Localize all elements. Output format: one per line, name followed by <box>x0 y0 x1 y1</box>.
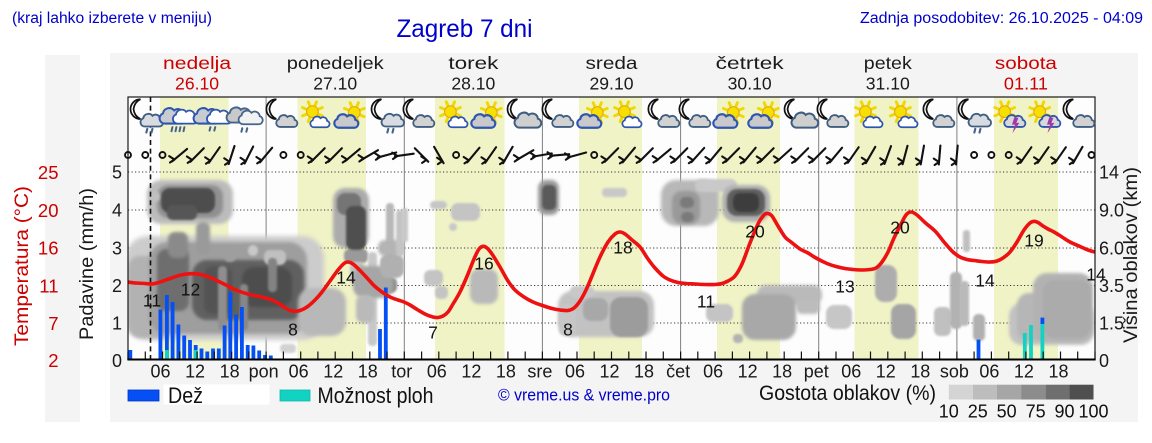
svg-text:© vreme.us & vreme.pro: © vreme.us & vreme.pro <box>498 386 670 405</box>
svg-text:20: 20 <box>890 217 910 237</box>
svg-text:26.10: 26.10 <box>175 74 219 94</box>
svg-text:12: 12 <box>600 362 620 382</box>
svg-text:18: 18 <box>613 237 632 257</box>
svg-text:sob: sob <box>940 362 969 382</box>
svg-text:50: 50 <box>997 402 1017 422</box>
svg-text:pet: pet <box>804 362 829 382</box>
svg-text:18: 18 <box>772 362 792 382</box>
svg-text:11: 11 <box>143 290 161 310</box>
svg-text:Padavine (mm/h): Padavine (mm/h) <box>76 188 98 340</box>
svg-text:01.11: 01.11 <box>1004 74 1048 94</box>
svg-text:28.10: 28.10 <box>451 74 495 94</box>
svg-text:torek: torek <box>448 53 498 73</box>
svg-text:19: 19 <box>1024 230 1043 250</box>
svg-text:100: 100 <box>1078 402 1108 422</box>
svg-text:5: 5 <box>112 162 122 182</box>
svg-text:0: 0 <box>1099 351 1109 371</box>
svg-text:2: 2 <box>112 276 122 296</box>
svg-text:Zadnja posodobitev: 26.10.2025: Zadnja posodobitev: 26.10.2025 - 04:09 <box>860 10 1143 27</box>
svg-text:Gostota oblakov (%): Gostota oblakov (%) <box>759 382 936 405</box>
svg-text:27.10: 27.10 <box>313 74 357 94</box>
svg-text:18: 18 <box>358 362 378 382</box>
svg-text:tor: tor <box>391 362 412 382</box>
svg-text:06: 06 <box>979 362 999 382</box>
svg-text:ponedeljek: ponedeljek <box>287 53 384 73</box>
svg-text:0: 0 <box>112 351 122 371</box>
svg-text:sre: sre <box>527 362 552 382</box>
svg-text:75: 75 <box>1026 402 1046 422</box>
svg-text:12: 12 <box>738 362 758 382</box>
svg-text:20: 20 <box>745 221 765 241</box>
svg-text:Možnost ploh: Možnost ploh <box>318 383 434 408</box>
svg-text:sobota: sobota <box>995 53 1057 73</box>
svg-text:čet: čet <box>666 362 690 382</box>
svg-text:12: 12 <box>461 362 481 382</box>
svg-text:pon: pon <box>249 362 279 382</box>
svg-text:nedelja: nedelja <box>163 53 231 73</box>
svg-text:Zagreb 7 dni: Zagreb 7 dni <box>397 15 533 43</box>
svg-text:četrtek: četrtek <box>716 53 784 73</box>
svg-text:sreda: sreda <box>586 53 638 73</box>
svg-text:12: 12 <box>323 362 343 382</box>
svg-text:Višina oblakov (km): Višina oblakov (km) <box>1121 167 1142 343</box>
svg-text:8: 8 <box>288 319 298 339</box>
svg-text:06: 06 <box>151 362 171 382</box>
svg-text:1: 1 <box>112 313 122 333</box>
svg-text:1.5: 1.5 <box>1099 313 1124 333</box>
svg-text:14: 14 <box>1086 264 1106 284</box>
svg-text:6.0: 6.0 <box>1099 238 1124 258</box>
svg-text:18: 18 <box>634 362 654 382</box>
svg-text:16: 16 <box>38 237 59 258</box>
svg-text:8: 8 <box>563 319 573 339</box>
svg-text:10: 10 <box>939 402 959 422</box>
svg-text:13: 13 <box>835 276 854 296</box>
svg-text:18: 18 <box>910 362 930 382</box>
svg-text:11: 11 <box>39 275 58 296</box>
svg-text:30.10: 30.10 <box>728 74 772 94</box>
svg-text:Temperatura (°C): Temperatura (°C) <box>11 186 33 346</box>
svg-text:06: 06 <box>841 362 861 382</box>
svg-text:06: 06 <box>427 362 447 382</box>
svg-text:06: 06 <box>289 362 309 382</box>
svg-text:3.5: 3.5 <box>1099 276 1124 296</box>
svg-text:18: 18 <box>220 362 240 382</box>
svg-text:Dež: Dež <box>168 383 203 408</box>
svg-text:90: 90 <box>1055 402 1075 422</box>
svg-text:20: 20 <box>38 200 59 221</box>
svg-text:12: 12 <box>1014 362 1034 382</box>
svg-text:7: 7 <box>48 313 58 334</box>
svg-text:06: 06 <box>565 362 585 382</box>
svg-text:2: 2 <box>48 350 58 371</box>
svg-text:12: 12 <box>181 279 200 299</box>
svg-text:18: 18 <box>496 362 516 382</box>
svg-text:12: 12 <box>876 362 896 382</box>
svg-text:9.0: 9.0 <box>1099 200 1124 220</box>
svg-text:14: 14 <box>336 267 356 287</box>
svg-text:11: 11 <box>697 291 715 311</box>
svg-text:4: 4 <box>112 200 122 220</box>
svg-text:29.10: 29.10 <box>590 74 634 94</box>
svg-text:14: 14 <box>1099 162 1119 182</box>
svg-text:16: 16 <box>474 253 493 273</box>
svg-text:petek: petek <box>864 53 912 73</box>
svg-text:7: 7 <box>428 322 438 342</box>
svg-text:(kraj lahko izberete v meniju): (kraj lahko izberete v meniju) <box>12 10 212 27</box>
svg-text:18: 18 <box>1048 362 1068 382</box>
svg-text:3: 3 <box>112 238 122 258</box>
svg-text:06: 06 <box>703 362 723 382</box>
svg-text:31.10: 31.10 <box>866 74 910 94</box>
svg-text:14: 14 <box>975 270 995 290</box>
svg-text:25: 25 <box>38 162 59 183</box>
svg-text:12: 12 <box>185 362 205 382</box>
svg-text:25: 25 <box>968 402 988 422</box>
